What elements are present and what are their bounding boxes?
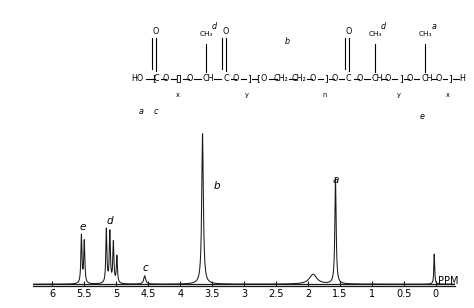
Text: CH: CH	[202, 74, 214, 83]
Text: ]: ]	[399, 74, 402, 83]
Text: x: x	[446, 92, 449, 98]
Text: d: d	[107, 216, 113, 226]
Text: O: O	[261, 74, 267, 83]
Text: ]: ]	[178, 74, 181, 83]
Text: [: [	[175, 74, 179, 83]
Text: [: [	[153, 74, 156, 83]
Text: CH: CH	[372, 74, 383, 83]
Text: H: H	[459, 74, 465, 83]
Text: a: a	[332, 175, 339, 185]
Text: [: [	[256, 74, 260, 83]
Text: O: O	[407, 74, 413, 83]
Text: ]: ]	[325, 74, 328, 83]
Text: c: c	[142, 263, 148, 273]
Text: a: a	[431, 22, 437, 30]
Text: x: x	[176, 92, 180, 98]
Text: O: O	[163, 74, 169, 83]
Text: O: O	[310, 74, 316, 83]
Text: ]: ]	[247, 74, 251, 83]
Text: CH₃: CH₃	[418, 31, 432, 37]
Text: O: O	[346, 27, 352, 36]
Text: ]: ]	[448, 74, 452, 83]
Text: b: b	[285, 37, 290, 46]
Text: C: C	[223, 74, 228, 83]
Text: c: c	[154, 107, 158, 116]
Text: y: y	[245, 92, 249, 98]
Text: CH: CH	[422, 74, 433, 83]
Text: e: e	[79, 222, 86, 232]
Text: C: C	[346, 74, 351, 83]
Text: CH₂: CH₂	[292, 74, 306, 83]
Text: CH₃: CH₃	[368, 31, 382, 37]
Text: O: O	[223, 27, 229, 36]
Text: O: O	[233, 74, 239, 83]
Text: O: O	[331, 74, 338, 83]
Text: d: d	[381, 22, 386, 30]
Text: CH₂: CH₂	[273, 74, 288, 83]
Text: y: y	[396, 92, 401, 98]
Text: HO: HO	[131, 74, 144, 83]
Text: C: C	[154, 74, 159, 83]
Text: O: O	[153, 27, 159, 36]
Text: b: b	[214, 181, 220, 191]
Text: O: O	[384, 74, 391, 83]
Text: O: O	[435, 74, 441, 83]
Text: O: O	[356, 74, 363, 83]
Text: O: O	[186, 74, 192, 83]
Text: n: n	[322, 92, 326, 98]
Text: e: e	[419, 112, 424, 121]
Text: CH₃: CH₃	[199, 31, 213, 37]
Text: a: a	[139, 107, 144, 116]
Text: d: d	[212, 22, 217, 30]
Text: PPM: PPM	[438, 276, 459, 286]
